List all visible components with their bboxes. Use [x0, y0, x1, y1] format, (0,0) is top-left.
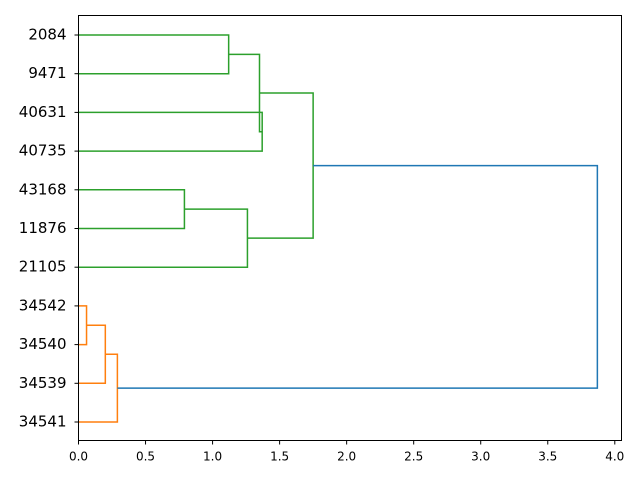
leaf-label-34541: 34541: [19, 413, 67, 431]
dendrogram-link-m7-34541: [78, 353, 119, 423]
x-tick-label: 2.0: [337, 450, 356, 464]
dendrogram-link-m0-m1: [228, 53, 263, 133]
leaf-label-40735: 40735: [19, 142, 67, 160]
dendrogram-link-m5-m8: [117, 164, 599, 389]
leaf-label-40631: 40631: [19, 103, 67, 121]
dendrogram-link-m3-21105: [78, 208, 249, 268]
x-tick-label: 0.0: [69, 450, 88, 464]
x-tick-label: 0.5: [136, 450, 155, 464]
x-tick-label: 1.5: [270, 450, 289, 464]
leaf-labels: 2084 9471 40631 40735 43168 11876 21105 34542 34…: [19, 26, 79, 431]
x-tick-label: 1.0: [203, 450, 222, 464]
dendrogram-link-2084-9471: [78, 34, 230, 75]
dendrogram-link-m2-m4: [247, 92, 314, 239]
leaf-label-9471: 9471: [28, 64, 66, 82]
dendrogram-link-34542-34540: [78, 305, 88, 346]
x-tick-label: 2.5: [404, 450, 423, 464]
x-tick-label: 4.0: [605, 450, 624, 464]
leaf-label-11876: 11876: [19, 219, 67, 237]
x-tick-label: 3.0: [471, 450, 490, 464]
leaf-label-21105: 21105: [19, 258, 67, 276]
dendrogram-links: [78, 34, 599, 423]
leaf-label-34540: 34540: [19, 335, 67, 353]
dendrogram-link-40631-40735: [78, 111, 263, 152]
x-axis: 0.0 0.5 1.0 1.5 2.0 2.5 3.0 3.5 4.0: [69, 440, 624, 464]
leaf-label-43168: 43168: [19, 180, 67, 198]
plot-frame: [78, 15, 622, 441]
dendrogram-link-43168-11876: [78, 189, 186, 230]
dendrogram-link-m6-34539: [78, 324, 107, 385]
leaf-label-34542: 34542: [19, 296, 67, 314]
leaf-label-2084: 2084: [28, 26, 66, 44]
x-tick-label: 3.5: [538, 450, 557, 464]
leaf-label-34539: 34539: [19, 374, 67, 392]
